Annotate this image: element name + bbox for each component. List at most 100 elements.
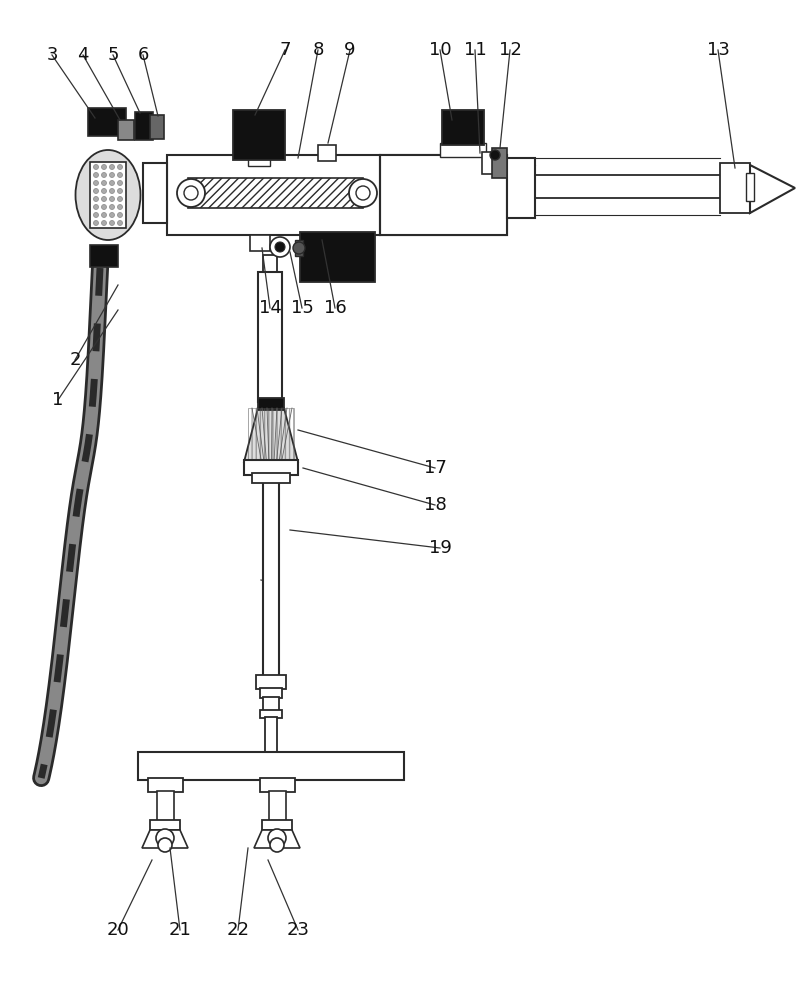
Bar xyxy=(492,148,507,178)
Bar xyxy=(300,232,375,282)
Text: 11: 11 xyxy=(464,41,487,59)
Polygon shape xyxy=(244,408,298,462)
Text: 7: 7 xyxy=(279,41,291,59)
Bar xyxy=(248,158,270,166)
Bar xyxy=(135,112,153,140)
Text: 21: 21 xyxy=(169,921,191,939)
Bar xyxy=(260,778,295,792)
Bar xyxy=(167,155,507,235)
Bar xyxy=(150,820,180,830)
Text: 10: 10 xyxy=(429,41,451,59)
Text: 18: 18 xyxy=(423,496,446,514)
Polygon shape xyxy=(142,830,188,848)
Text: 13: 13 xyxy=(706,41,729,59)
Circle shape xyxy=(275,242,285,252)
Circle shape xyxy=(101,172,106,178)
Circle shape xyxy=(490,150,500,160)
Bar xyxy=(148,778,183,792)
Bar xyxy=(256,675,286,689)
Bar xyxy=(482,152,494,174)
Text: 6: 6 xyxy=(137,46,148,64)
Bar xyxy=(440,143,486,157)
Text: 3: 3 xyxy=(46,46,58,64)
Circle shape xyxy=(118,164,122,169)
Circle shape xyxy=(118,205,122,210)
Circle shape xyxy=(109,205,114,210)
Text: 15: 15 xyxy=(290,299,313,317)
Ellipse shape xyxy=(75,150,140,240)
Circle shape xyxy=(93,213,98,218)
Circle shape xyxy=(109,188,114,194)
Text: 17: 17 xyxy=(423,459,446,477)
Circle shape xyxy=(118,180,122,186)
Bar xyxy=(260,710,282,718)
Circle shape xyxy=(109,164,114,169)
Circle shape xyxy=(293,242,305,254)
Text: 14: 14 xyxy=(259,299,281,317)
Text: 12: 12 xyxy=(499,41,521,59)
Bar xyxy=(150,115,164,139)
Bar xyxy=(188,178,363,208)
Bar xyxy=(720,163,750,213)
Bar xyxy=(318,145,336,161)
Bar xyxy=(295,240,303,256)
Bar xyxy=(260,688,282,698)
Polygon shape xyxy=(254,830,300,848)
Circle shape xyxy=(101,205,106,210)
Bar xyxy=(258,272,282,402)
Bar xyxy=(88,108,126,136)
Circle shape xyxy=(184,186,198,200)
Circle shape xyxy=(101,164,106,169)
Bar xyxy=(90,245,118,267)
Text: 20: 20 xyxy=(106,921,130,939)
Circle shape xyxy=(93,188,98,194)
Circle shape xyxy=(101,221,106,226)
Bar xyxy=(380,155,507,235)
Text: 5: 5 xyxy=(107,46,118,64)
Circle shape xyxy=(93,196,98,202)
Bar xyxy=(157,791,174,823)
Circle shape xyxy=(109,196,114,202)
Bar xyxy=(118,120,134,140)
Text: 9: 9 xyxy=(344,41,356,59)
Circle shape xyxy=(109,213,114,218)
Text: 8: 8 xyxy=(312,41,324,59)
Bar xyxy=(262,820,292,830)
Text: 2: 2 xyxy=(69,351,81,369)
Circle shape xyxy=(118,196,122,202)
Bar xyxy=(746,173,754,201)
Circle shape xyxy=(109,221,114,226)
Circle shape xyxy=(109,172,114,178)
Circle shape xyxy=(93,172,98,178)
Text: 16: 16 xyxy=(324,299,346,317)
Circle shape xyxy=(156,829,174,847)
Bar xyxy=(263,255,277,275)
Circle shape xyxy=(101,188,106,194)
Bar xyxy=(442,110,484,145)
Bar xyxy=(248,408,294,462)
Bar xyxy=(269,791,286,823)
Circle shape xyxy=(118,221,122,226)
Circle shape xyxy=(270,838,284,852)
Text: 4: 4 xyxy=(77,46,88,64)
Bar xyxy=(258,398,284,410)
Bar xyxy=(244,460,298,475)
Circle shape xyxy=(158,838,172,852)
Circle shape xyxy=(101,180,106,186)
Text: 1: 1 xyxy=(53,391,64,409)
Bar xyxy=(90,162,126,228)
Bar xyxy=(263,482,279,677)
Circle shape xyxy=(118,213,122,218)
Bar xyxy=(250,235,270,251)
Circle shape xyxy=(356,186,370,200)
Circle shape xyxy=(109,180,114,186)
Polygon shape xyxy=(750,165,795,213)
Bar xyxy=(265,717,277,755)
Circle shape xyxy=(93,205,98,210)
Circle shape xyxy=(101,196,106,202)
Text: 23: 23 xyxy=(286,921,310,939)
Circle shape xyxy=(93,164,98,169)
Circle shape xyxy=(93,180,98,186)
Circle shape xyxy=(118,188,122,194)
Bar xyxy=(252,473,290,483)
